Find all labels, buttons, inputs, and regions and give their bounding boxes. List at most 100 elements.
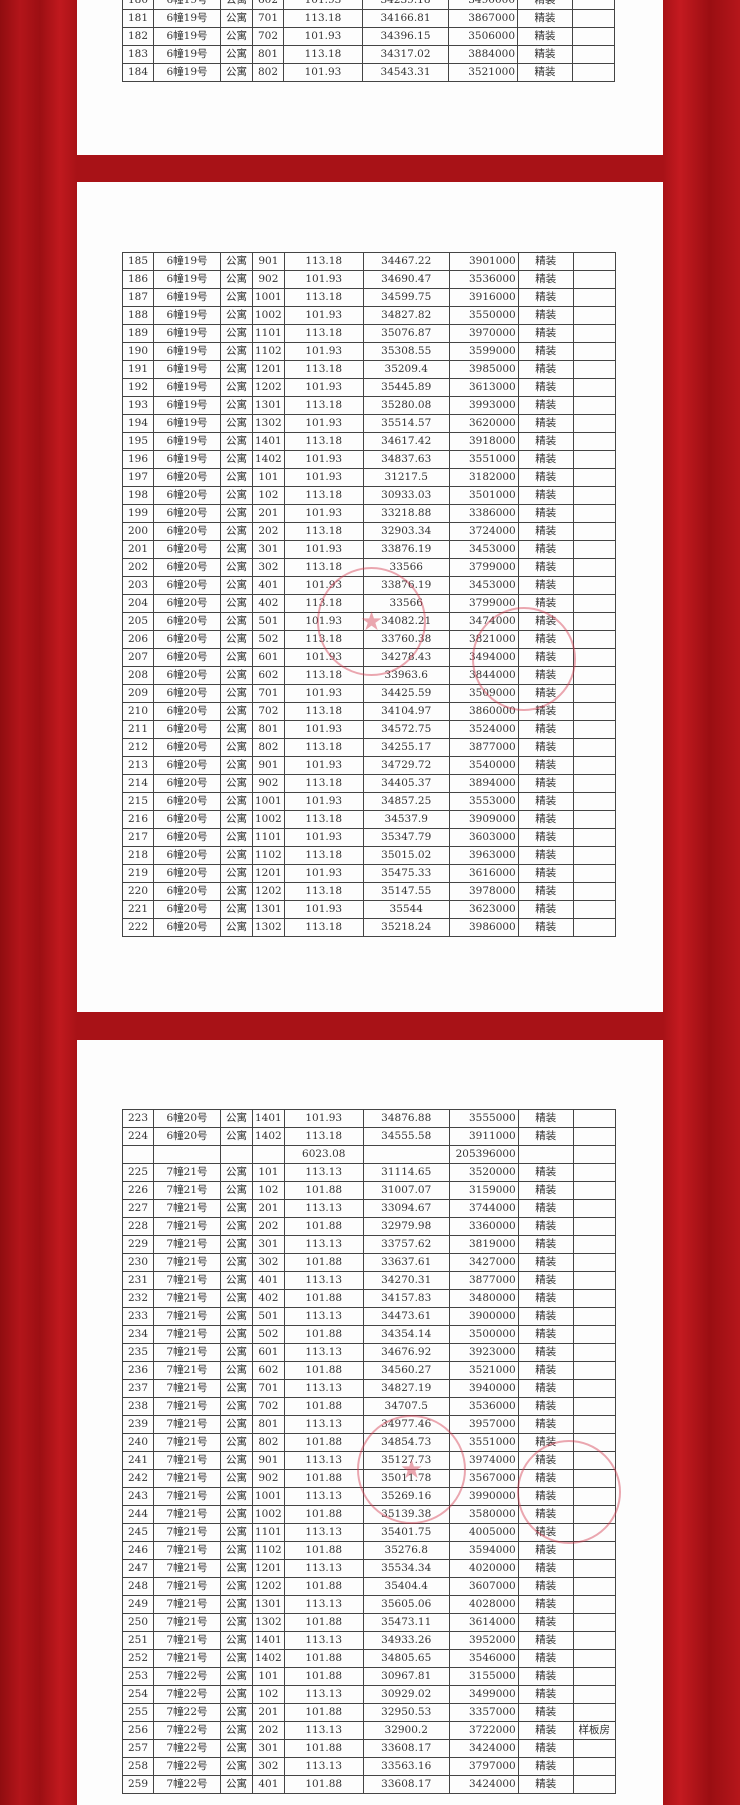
row-number-cell: 222 (122, 918, 154, 937)
area-cell: 113.13 (283, 1559, 364, 1578)
unit-price-cell: 35544 (362, 900, 450, 919)
property-type-cell: 公寓 (220, 1541, 253, 1560)
building-cell: 7幢22号 (153, 1775, 221, 1794)
row-number-cell: 219 (122, 864, 154, 883)
area-cell: 101.93 (283, 270, 364, 289)
unit-price-cell: 35534.34 (362, 1559, 450, 1578)
property-type-cell: 公寓 (220, 270, 253, 289)
table-row: 217 6幢20号 公寓 1101 101.93 35347.79 3603000 精装 (122, 828, 616, 847)
area-cell: 113.18 (283, 432, 364, 451)
unit-price-cell: 34572.75 (362, 720, 450, 739)
unit-number-cell: 801 (252, 720, 285, 739)
total-price-cell: 3623000 (448, 900, 519, 919)
property-type-cell: 公寓 (220, 774, 253, 793)
building-cell: 6幢19号 (153, 360, 221, 379)
building-cell: 7幢21号 (153, 1415, 221, 1434)
building-cell: 6幢19号 (153, 342, 221, 361)
total-price-cell: 3990000 (448, 1487, 519, 1506)
building-cell: 6幢20号 (153, 918, 221, 937)
property-type-cell: 公寓 (220, 0, 253, 10)
total-price-cell: 3501000 (448, 486, 519, 505)
row-number-cell: 220 (122, 882, 154, 901)
remarks-cell (572, 576, 616, 595)
table-row: 252 7幢21号 公寓 1402 101.88 34805.65 3546000 精装 (122, 1649, 616, 1668)
area-cell: 101.93 (283, 504, 364, 523)
unit-number-cell: 1102 (252, 342, 285, 361)
row-number-cell: 248 (122, 1577, 154, 1596)
total-price-cell: 3819000 (448, 1235, 519, 1254)
area-cell: 113.18 (283, 594, 364, 613)
property-type-cell: 公寓 (220, 828, 253, 847)
building-cell: 6幢19号 (153, 306, 221, 325)
row-number-cell: 186 (122, 270, 154, 289)
building-cell: 6幢20号 (153, 576, 221, 595)
unit-price-cell (362, 1145, 450, 1164)
decoration-cell: 精装 (517, 576, 574, 595)
remarks-cell (572, 306, 616, 325)
building-cell: 6幢20号 (153, 522, 221, 541)
building-cell: 6幢19号 (153, 252, 221, 271)
remarks-cell (572, 612, 616, 631)
unit-number-cell: 202 (252, 1721, 285, 1740)
property-type-cell: 公寓 (220, 702, 253, 721)
unit-number-cell: 401 (252, 1271, 285, 1290)
total-price-cell: 3911000 (448, 1127, 519, 1146)
remarks-cell (572, 756, 616, 775)
area-cell: 101.88 (283, 1703, 364, 1722)
area-cell: 101.93 (283, 792, 364, 811)
unit-price-cell: 34104.97 (362, 702, 450, 721)
unit-price-cell: 34239.18 (362, 0, 449, 10)
row-number-cell: 198 (122, 486, 154, 505)
total-price-cell: 3553000 (448, 792, 519, 811)
remarks-cell (572, 882, 616, 901)
property-type-cell: 公寓 (220, 522, 253, 541)
unit-price-cell: 35015.02 (362, 846, 450, 865)
unit-price-cell: 33608.17 (362, 1775, 450, 1794)
unit-number-cell: 1301 (252, 900, 285, 919)
building-cell: 6幢20号 (153, 1109, 221, 1128)
property-type-cell: 公寓 (220, 1235, 253, 1254)
unit-price-cell: 34977.46 (362, 1415, 450, 1434)
table-row: 237 7幢21号 公寓 701 113.13 34827.19 3940000 精装 (122, 1379, 616, 1398)
decoration-cell: 精装 (517, 9, 573, 28)
property-type-cell (220, 1145, 253, 1164)
decoration-cell: 精装 (517, 630, 574, 649)
building-cell: 6幢20号 (153, 774, 221, 793)
total-price-cell: 3550000 (448, 306, 519, 325)
building-cell: 7幢21号 (153, 1343, 221, 1362)
row-number-cell: 244 (122, 1505, 154, 1524)
table-row: 201 6幢20号 公寓 301 101.93 33876.19 3453000 精装 (122, 540, 616, 559)
property-type-cell: 公寓 (220, 630, 253, 649)
total-price-cell: 3799000 (448, 558, 519, 577)
table-row: 225 7幢21号 公寓 101 113.13 31114.65 3520000 精装 (122, 1163, 616, 1182)
remarks-cell (572, 324, 616, 343)
total-price-cell: 3620000 (448, 414, 519, 433)
table-row: 222 6幢20号 公寓 1302 113.18 35218.24 3986000 精装 (122, 918, 616, 937)
remarks-cell (572, 1325, 616, 1344)
property-type-cell: 公寓 (220, 468, 253, 487)
property-type-cell: 公寓 (220, 1631, 253, 1650)
decoration-cell: 精装 (517, 810, 574, 829)
total-price-cell: 3867000 (448, 9, 518, 28)
decoration-cell: 精装 (517, 1109, 574, 1128)
area-cell: 101.88 (283, 1469, 364, 1488)
remarks-cell (572, 45, 615, 64)
row-number-cell: 180 (122, 0, 154, 10)
decoration-cell: 精装 (517, 1325, 574, 1344)
building-cell: 7幢21号 (153, 1307, 221, 1326)
property-type-cell: 公寓 (220, 1613, 253, 1632)
row-number-cell: 226 (122, 1181, 154, 1200)
row-number-cell: 184 (122, 63, 154, 82)
row-number-cell: 206 (122, 630, 154, 649)
row-number-cell: 192 (122, 378, 154, 397)
unit-price-cell: 34707.5 (362, 1397, 450, 1416)
unit-price-cell: 34933.26 (362, 1631, 450, 1650)
table-row: 212 6幢20号 公寓 802 113.18 34255.17 3877000 精装 (122, 738, 616, 757)
row-number-cell: 202 (122, 558, 154, 577)
remarks-cell (572, 1181, 616, 1200)
decoration-cell: 精装 (517, 1127, 574, 1146)
total-price-cell: 3567000 (448, 1469, 519, 1488)
property-type-cell: 公寓 (220, 738, 253, 757)
unit-number-cell (252, 1145, 285, 1164)
unit-price-cell: 30929.02 (362, 1685, 450, 1704)
